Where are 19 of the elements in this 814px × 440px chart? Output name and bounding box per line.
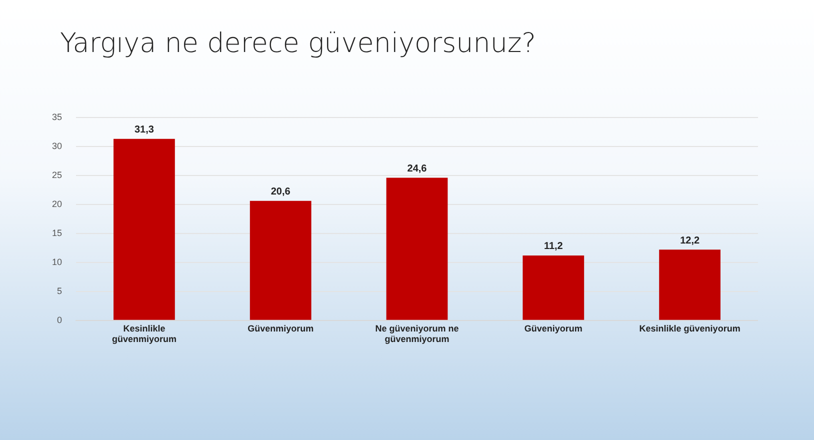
x-tick-label: Kesinlikle güveniyorum xyxy=(639,323,740,334)
y-tick-label: 0 xyxy=(56,314,62,325)
y-tick-label: 10 xyxy=(52,256,62,267)
y-tick-label: 20 xyxy=(52,198,62,209)
x-tick-label: Güveniyorum xyxy=(524,323,582,334)
y-tick-label: 25 xyxy=(52,170,62,180)
x-tick-label: Kesinlikle güvenmiyorum xyxy=(112,323,176,344)
y-tick-label: 5 xyxy=(56,286,62,296)
y-tick-label: 15 xyxy=(52,228,62,238)
data-label: 24,6 xyxy=(407,163,428,174)
chart-title: Yargıya ne derece güveniyorsunuz? xyxy=(60,28,536,59)
data-label: 11,2 xyxy=(544,241,564,252)
data-label: 20,6 xyxy=(270,186,291,198)
data-label: 31,3 xyxy=(134,124,154,136)
y-tick-label: 35 xyxy=(52,112,62,122)
y-tick-label: 30 xyxy=(52,140,62,151)
x-tick-label: Güvenmiyorum xyxy=(248,323,314,334)
x-tick-label: Ne güveniyorum ne güvenmiyorum xyxy=(375,323,459,344)
data-label: 12,2 xyxy=(680,235,700,246)
